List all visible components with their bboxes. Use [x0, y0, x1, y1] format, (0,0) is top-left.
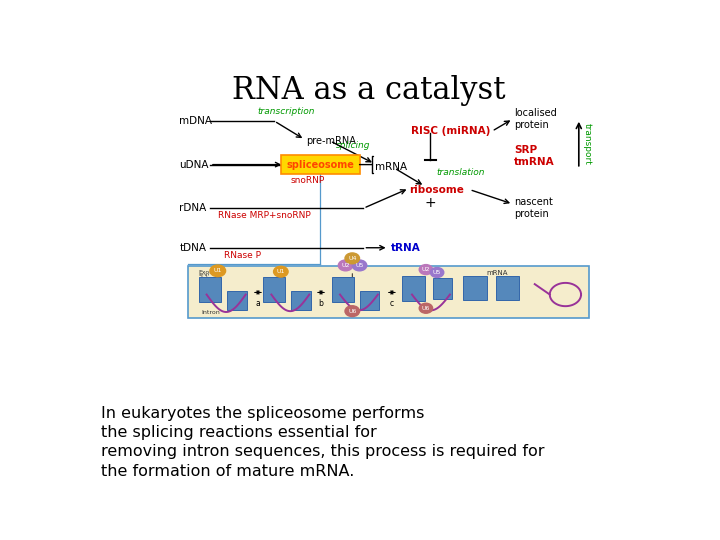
Text: In eukaryotes the spliceosome performs
the splicing reactions essential for
remo: In eukaryotes the spliceosome performs t… — [101, 406, 544, 478]
Text: transport: transport — [582, 123, 592, 165]
Text: RNase MRP+snoRNP: RNase MRP+snoRNP — [218, 211, 311, 220]
Text: U2: U2 — [341, 263, 350, 268]
Text: RNA as a catalyst: RNA as a catalyst — [233, 75, 505, 106]
Text: tRNA: tRNA — [392, 243, 421, 253]
Text: spliceosome: spliceosome — [287, 160, 354, 170]
Text: nascent
protein: nascent protein — [514, 197, 553, 219]
Text: rDNA: rDNA — [179, 203, 207, 213]
Circle shape — [419, 303, 433, 313]
Text: U4: U4 — [348, 256, 356, 261]
Text: U5: U5 — [433, 270, 441, 275]
Bar — [188, 266, 590, 319]
Circle shape — [345, 306, 359, 316]
Text: 5'3': 5'3' — [199, 274, 210, 279]
Bar — [463, 276, 487, 300]
Bar — [332, 276, 354, 302]
Text: a: a — [255, 299, 260, 308]
Circle shape — [431, 267, 444, 278]
Bar — [199, 276, 221, 302]
Text: mRNA: mRNA — [486, 270, 508, 276]
Bar — [433, 278, 452, 299]
Text: mDNA: mDNA — [179, 116, 212, 126]
Text: uDNA: uDNA — [179, 160, 209, 170]
Text: b: b — [318, 299, 323, 308]
Bar — [495, 276, 519, 300]
Text: splicing: splicing — [336, 141, 370, 150]
Bar — [360, 292, 379, 310]
Bar — [402, 276, 425, 301]
Text: U6: U6 — [348, 309, 356, 314]
Text: U6: U6 — [422, 306, 430, 310]
Text: U2: U2 — [422, 267, 430, 272]
Text: Exon: Exon — [199, 270, 214, 275]
Text: c: c — [390, 299, 393, 308]
Text: U5: U5 — [356, 263, 364, 268]
Text: mRNA: mRNA — [374, 161, 407, 172]
Circle shape — [338, 260, 353, 271]
Bar — [227, 292, 246, 310]
Text: U1: U1 — [276, 269, 285, 274]
Circle shape — [274, 266, 288, 277]
Circle shape — [345, 253, 359, 264]
Text: U1: U1 — [214, 268, 222, 273]
Circle shape — [419, 265, 433, 274]
Text: ribosome: ribosome — [409, 185, 464, 194]
FancyBboxPatch shape — [282, 155, 359, 174]
Text: pre-mRNA: pre-mRNA — [307, 136, 356, 146]
Text: SRP
tmRNA: SRP tmRNA — [514, 145, 554, 167]
Text: localised
protein: localised protein — [514, 107, 557, 130]
Text: RNase P: RNase P — [224, 251, 261, 260]
Text: tDNA: tDNA — [179, 243, 207, 253]
Text: transcription: transcription — [258, 106, 315, 116]
Circle shape — [210, 265, 225, 276]
Text: +: + — [425, 196, 436, 210]
Text: Intron: Intron — [202, 310, 220, 315]
Text: snoRNP: snoRNP — [291, 176, 325, 185]
Bar — [263, 276, 285, 302]
Bar — [291, 292, 311, 310]
Text: RISC (miRNA): RISC (miRNA) — [411, 126, 490, 136]
Text: translation: translation — [436, 168, 485, 177]
Circle shape — [352, 260, 366, 271]
